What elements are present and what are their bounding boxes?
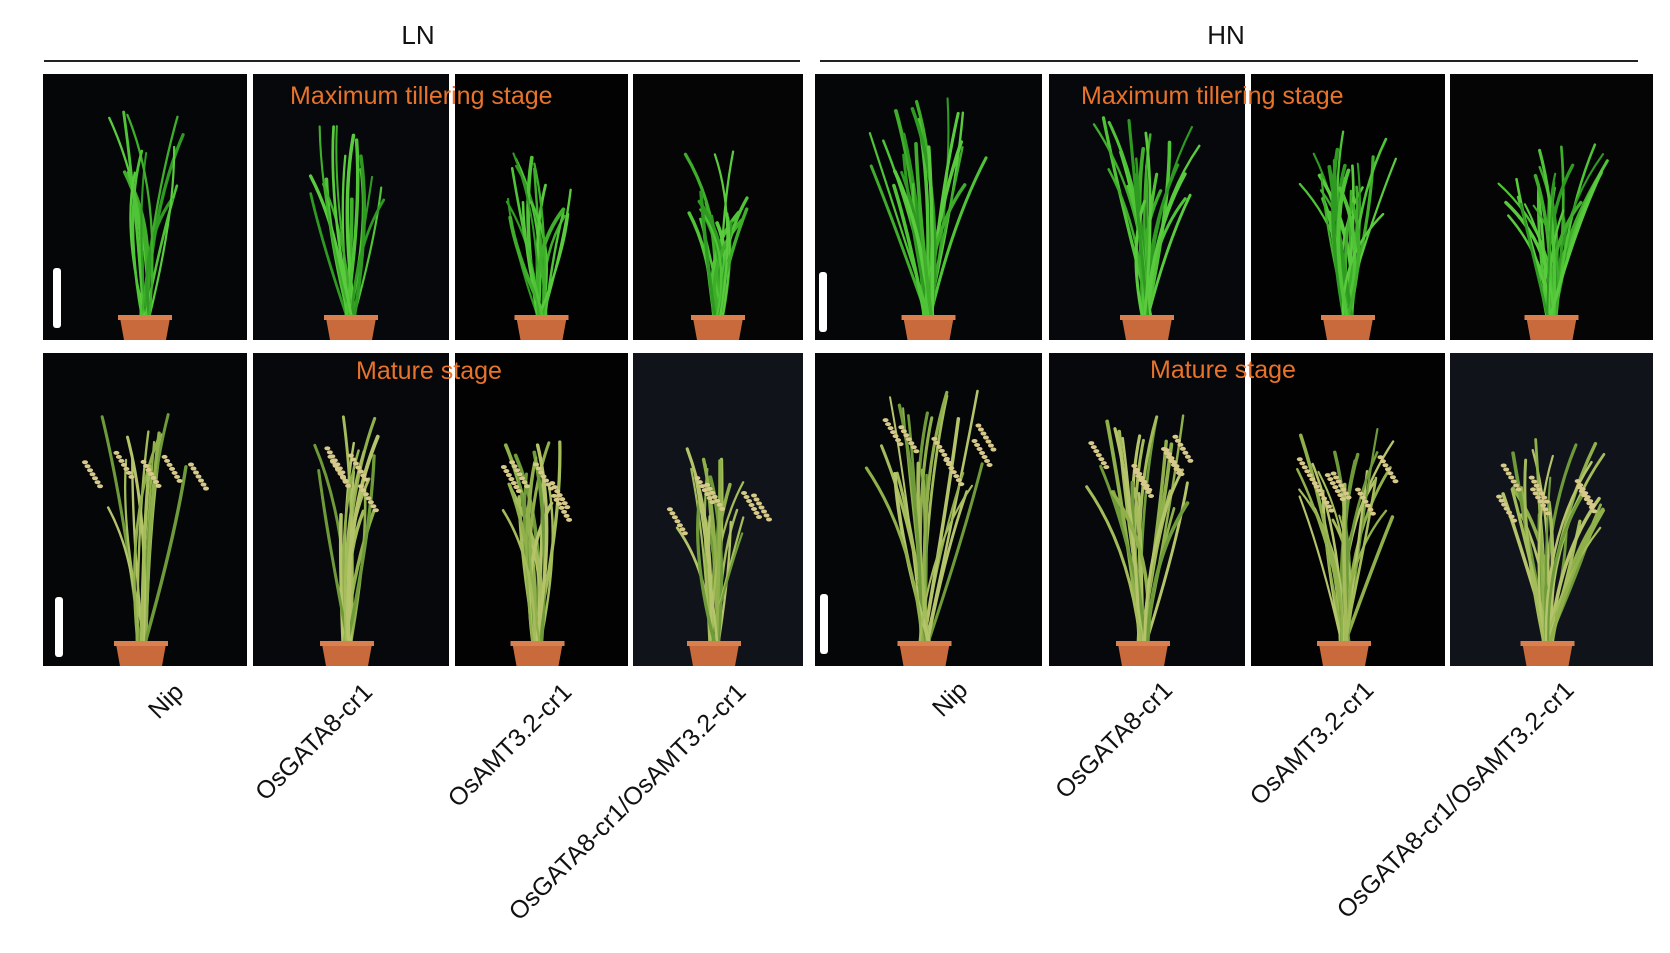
- genotype-label-hn-nip: Nip: [927, 676, 974, 723]
- plant-photo-ln-mature-2: [253, 353, 449, 666]
- genotype-label-hn-gata8: OsGATA8-cr1: [1049, 676, 1178, 805]
- genotype-label-ln-amt32: OsAMT3.2-cr1: [443, 678, 578, 813]
- genotype-label-hn-double: OsGATA8-cr1/OsAMT3.2-cr1: [1331, 676, 1580, 925]
- plant-photo-ln-tillering-4: [633, 74, 803, 340]
- plant-photo-ln-mature-4: [633, 353, 803, 666]
- genotype-label-ln-gata8: OsGATA8-cr1: [249, 678, 378, 807]
- plant-photo-hn-tillering-2: [1049, 74, 1245, 340]
- group-title-ln: LN: [401, 20, 435, 50]
- plant-photo-hn-mature-1: [815, 353, 1042, 666]
- plant-photo-hn-mature-4: [1450, 353, 1653, 666]
- plant-photo-ln-mature-1: [43, 353, 247, 666]
- plant-photo-ln-mature-3: [455, 353, 628, 666]
- stage-label-hn-top: Maximum tillering stage: [1081, 82, 1344, 110]
- plant-photo-hn-mature-2: [1049, 353, 1245, 666]
- scale-bar-ln-top: [53, 268, 61, 328]
- plant-photo-ln-tillering-2: [253, 74, 449, 340]
- group-title-hn: HN: [1207, 20, 1245, 50]
- scale-bar-hn-top: [819, 272, 827, 332]
- group-divider-ln: [44, 60, 800, 62]
- scale-bar-hn-bottom: [820, 594, 828, 654]
- genotype-label-hn-amt32: OsAMT3.2-cr1: [1245, 676, 1380, 811]
- group-divider-hn: [820, 60, 1638, 62]
- plant-photo-hn-tillering-1: [815, 74, 1042, 340]
- plant-photo-ln-tillering-3: [455, 74, 628, 340]
- plant-photo-ln-tillering-1: [43, 74, 247, 340]
- stage-label-ln-top: Maximum tillering stage: [290, 82, 553, 110]
- scale-bar-ln-bottom: [55, 597, 63, 657]
- stage-label-hn-bottom: Mature stage: [1150, 356, 1296, 384]
- plant-photo-hn-tillering-4: [1450, 74, 1653, 340]
- genotype-label-ln-nip: Nip: [143, 678, 190, 725]
- plant-photo-hn-tillering-3: [1251, 74, 1445, 340]
- plant-photo-hn-mature-3: [1251, 353, 1445, 666]
- stage-label-ln-bottom: Mature stage: [356, 357, 502, 385]
